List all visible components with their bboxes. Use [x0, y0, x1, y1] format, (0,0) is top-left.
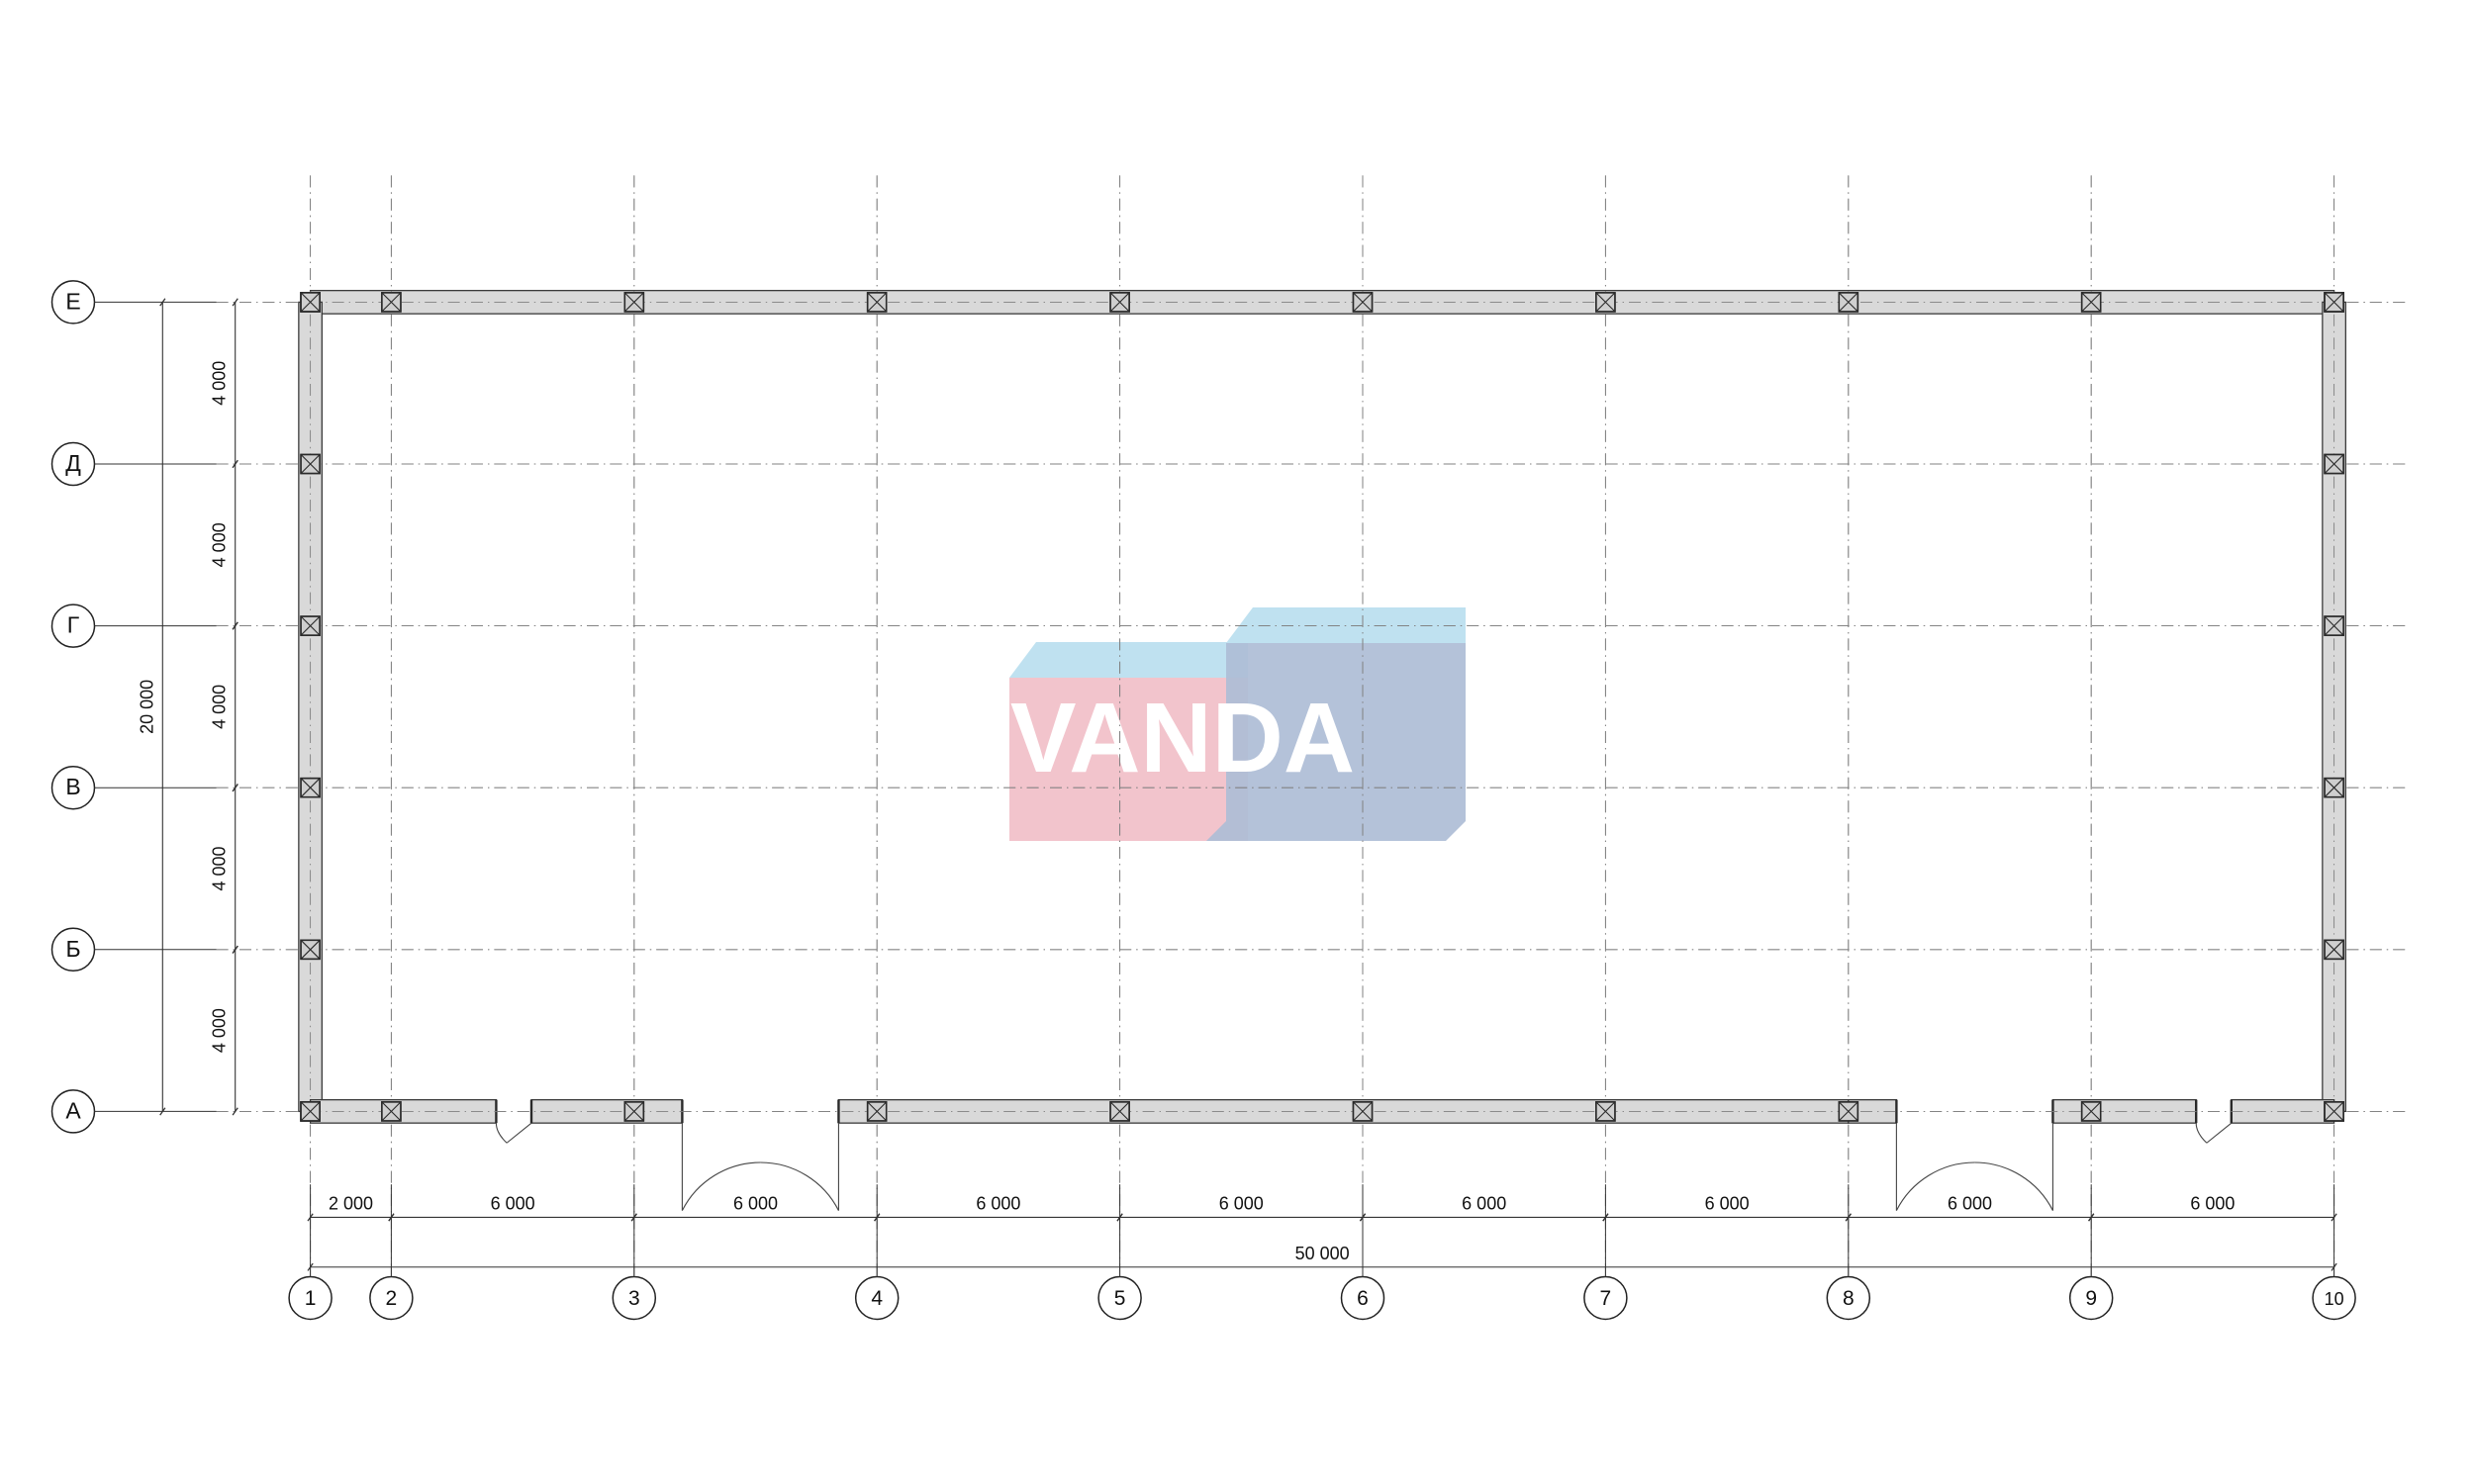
svg-text:5: 5: [1114, 1287, 1126, 1310]
svg-text:2 000: 2 000: [329, 1193, 373, 1213]
svg-text:4 000: 4 000: [210, 522, 230, 567]
svg-text:50 000: 50 000: [1295, 1244, 1350, 1263]
svg-text:6 000: 6 000: [2190, 1193, 2235, 1213]
svg-text:6 000: 6 000: [733, 1193, 778, 1213]
svg-text:VANDA: VANDA: [1010, 683, 1355, 793]
svg-text:6 000: 6 000: [1462, 1193, 1506, 1213]
svg-text:10: 10: [2325, 1289, 2344, 1309]
svg-text:Е: Е: [65, 288, 80, 314]
svg-text:6 000: 6 000: [1948, 1193, 1992, 1213]
svg-text:6 000: 6 000: [1705, 1193, 1750, 1213]
svg-text:4 000: 4 000: [210, 361, 230, 406]
svg-text:20 000: 20 000: [137, 680, 156, 734]
svg-text:2: 2: [386, 1287, 398, 1310]
svg-text:9: 9: [2085, 1287, 2097, 1310]
svg-text:В: В: [65, 774, 80, 799]
svg-text:6: 6: [1357, 1287, 1369, 1310]
svg-text:4 000: 4 000: [210, 846, 230, 890]
svg-text:4 000: 4 000: [210, 685, 230, 729]
svg-text:6 000: 6 000: [491, 1193, 535, 1213]
svg-text:3: 3: [628, 1287, 640, 1310]
svg-text:Г: Г: [67, 612, 80, 638]
svg-text:6 000: 6 000: [976, 1193, 1020, 1213]
svg-text:4: 4: [871, 1287, 883, 1310]
svg-text:8: 8: [1843, 1287, 1855, 1310]
svg-text:А: А: [65, 1097, 81, 1123]
svg-text:4 000: 4 000: [210, 1008, 230, 1053]
svg-text:6 000: 6 000: [1219, 1193, 1264, 1213]
svg-text:7: 7: [1600, 1287, 1612, 1310]
svg-text:Д: Д: [65, 450, 81, 476]
svg-text:Б: Б: [65, 936, 80, 962]
svg-text:1: 1: [305, 1287, 317, 1310]
